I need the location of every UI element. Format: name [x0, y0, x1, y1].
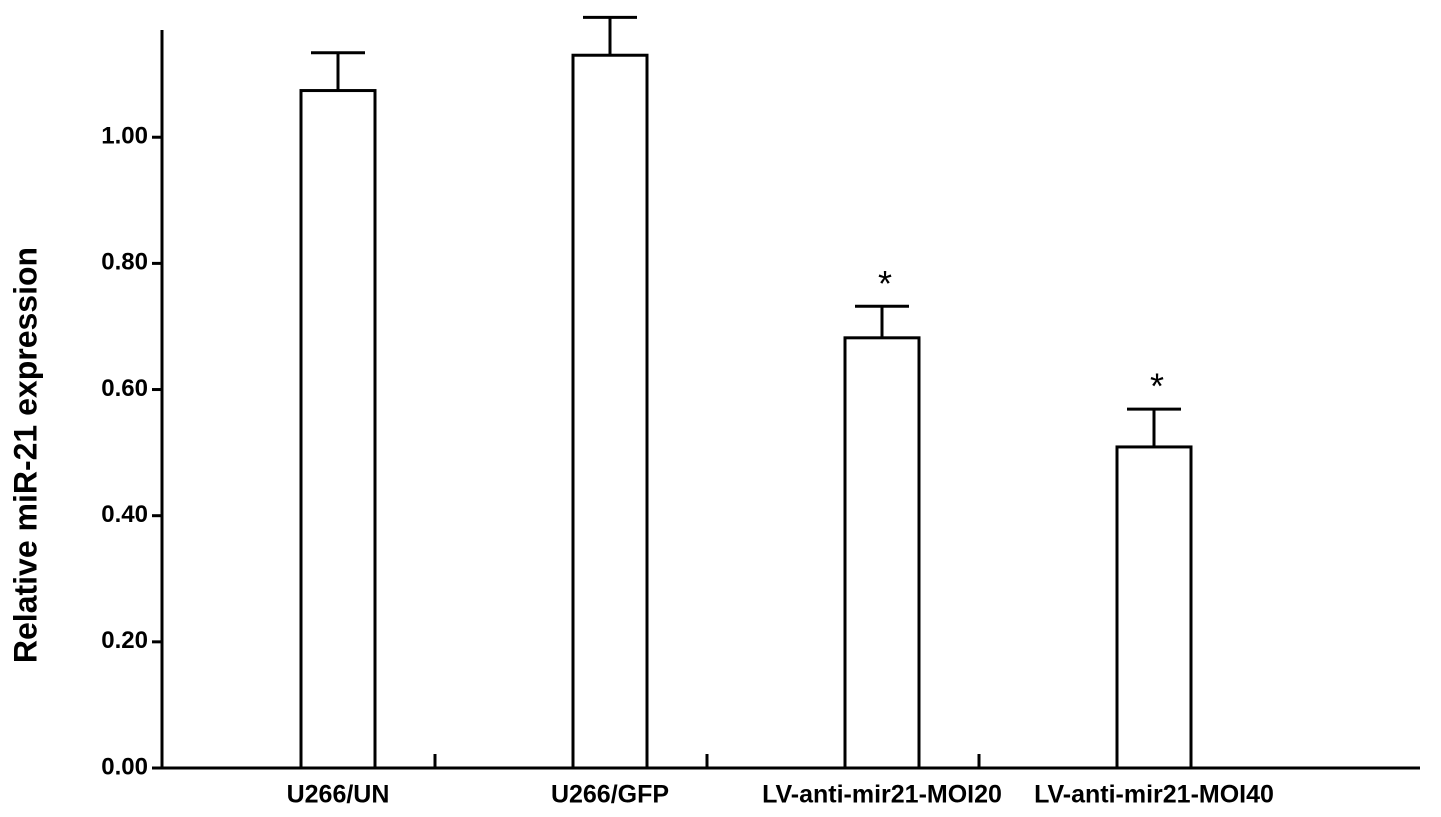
- y-tick-label: 0.40: [101, 501, 148, 528]
- bar: [1115, 445, 1193, 770]
- bar: [571, 53, 649, 770]
- y-tick-label: 0.60: [101, 375, 148, 402]
- significance-mark: *: [1150, 366, 1164, 407]
- y-tick-label: 1.00: [101, 123, 148, 150]
- bar: [843, 336, 921, 770]
- x-tick-label: LV-anti-mir21-MOI20: [762, 781, 1002, 809]
- significance-mark: *: [878, 263, 892, 304]
- x-tick-label: U266/GFP: [551, 781, 669, 809]
- y-axis-label: Relative miR-21 expression: [7, 247, 43, 663]
- x-tick-label: LV-anti-mir21-MOI40: [1034, 781, 1274, 809]
- x-tick-label: U266/UN: [287, 781, 390, 809]
- y-tick-label: 0.20: [101, 627, 148, 654]
- y-tick-label: 0.00: [101, 753, 148, 780]
- bar: [299, 89, 377, 770]
- y-tick-label: 0.80: [101, 249, 148, 276]
